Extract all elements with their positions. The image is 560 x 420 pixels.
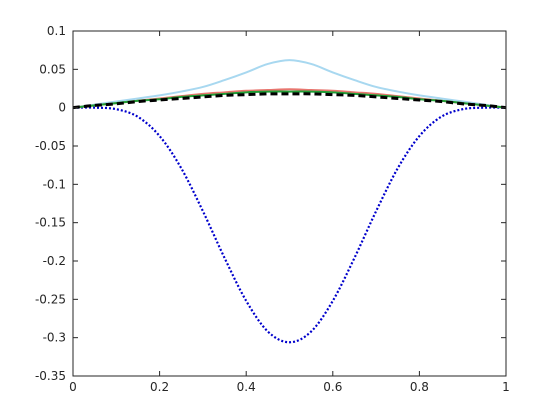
x-tick-label: 0.2 bbox=[150, 380, 169, 394]
axes-box bbox=[72, 30, 507, 377]
x-tick-label: 0 bbox=[69, 380, 77, 394]
y-tick-label: -0.1 bbox=[43, 177, 66, 191]
axes-layer: 0 0.2 0.4 0.6 0.8 1 0.1 0.05 0 -0.05 -0.1 -0.15 -0.2… bbox=[35, 24, 510, 394]
x-tick-label: 0.4 bbox=[237, 380, 256, 394]
series-line-0 bbox=[72, 106, 507, 344]
x-tick-label: 0.6 bbox=[323, 380, 342, 394]
series-line-4 bbox=[72, 92, 507, 110]
y-tick-label: -0.3 bbox=[43, 331, 66, 345]
y-tick-label: -0.25 bbox=[35, 292, 66, 306]
y-tick-label: 0.05 bbox=[39, 62, 66, 76]
plot-area-background bbox=[73, 31, 506, 376]
y-tick-label: 0.1 bbox=[47, 24, 66, 38]
y-tick-label: -0.35 bbox=[35, 369, 66, 383]
y-tick-label: -0.2 bbox=[43, 254, 66, 268]
series-line-1 bbox=[72, 59, 507, 109]
series-layer bbox=[72, 59, 507, 344]
y-tick-label: -0.05 bbox=[35, 139, 66, 153]
y-tick-label: 0 bbox=[58, 101, 66, 115]
y-tick-label: -0.15 bbox=[35, 216, 66, 230]
x-tick-label: 1 bbox=[502, 380, 510, 394]
x-tick-label: 0.8 bbox=[410, 380, 429, 394]
